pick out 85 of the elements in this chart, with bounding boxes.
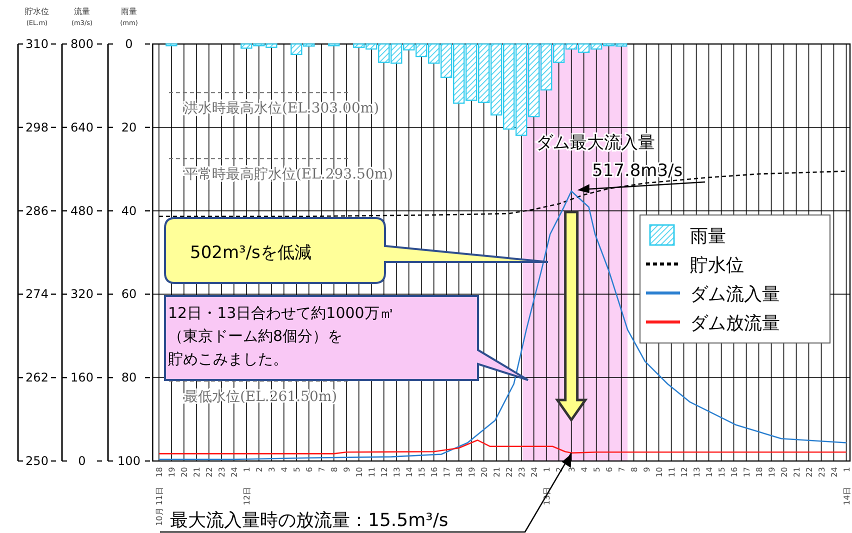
- x-tick-label: 24: [530, 467, 539, 478]
- x-tick-label: 1: [542, 467, 552, 472]
- x-tick-label: 11: [367, 467, 376, 478]
- x-tick-label: 7: [317, 467, 326, 472]
- x-tick-label: 20: [180, 467, 189, 478]
- annotation: 502m³/sを低減: [190, 243, 312, 263]
- y-tick-label: 800: [70, 37, 94, 51]
- x-tick-label: 20: [780, 467, 789, 478]
- y-tick-label: 160: [70, 370, 94, 385]
- x-tick-label: 11: [667, 467, 676, 478]
- x-tick-label: 22: [504, 467, 514, 478]
- x-tick-label: 2: [254, 467, 264, 472]
- x-tick-label: 22: [804, 467, 814, 478]
- annotation: 最大流入量時の放流量：15.5m³/s: [170, 510, 448, 531]
- y-tick-label: 480: [70, 204, 94, 218]
- x-tick-label: 9: [342, 467, 352, 472]
- annotation: （東京ドーム約8個分）を: [168, 327, 343, 345]
- x-tick-label: 6: [304, 467, 314, 472]
- x-tick-label: 16: [730, 467, 739, 478]
- x-tick-label: 14: [704, 467, 714, 478]
- x-tick-label: 15: [717, 467, 726, 478]
- y3-tick-label: 100: [118, 454, 140, 468]
- annotation: 貯めこみました。: [168, 350, 288, 368]
- y2-tick-label: 286: [26, 204, 48, 218]
- x-tick-label: 19: [467, 467, 476, 478]
- legend-label: 貯水位: [690, 255, 744, 276]
- x-tick-label: 13: [692, 467, 702, 478]
- x-tick-label: 4: [580, 467, 589, 472]
- y3-tick-label: 60: [121, 287, 137, 302]
- y2-tick-label: 274: [26, 287, 48, 302]
- x-tick-label: 13: [392, 467, 402, 478]
- x-tick-label: 21: [792, 467, 802, 478]
- x-tick-label: 21: [192, 467, 202, 478]
- x-tick-label: 9: [642, 467, 652, 472]
- x-tick-label: 14: [404, 467, 414, 478]
- x-tick-label: 16: [430, 467, 439, 478]
- y3-tick-label: 40: [121, 204, 137, 218]
- x-tick-label: 1: [242, 467, 252, 472]
- x-tick-label: 17: [442, 467, 452, 478]
- text: 10月 11日: [154, 487, 164, 526]
- x-tick-label: 19: [167, 467, 176, 478]
- y-tick-label: 0: [78, 454, 86, 468]
- y2-tick-label: 298: [26, 120, 48, 134]
- legend-label: ダム放流量: [690, 313, 780, 334]
- y3-tick-label: 0: [125, 37, 133, 51]
- x-tick-label: 7: [617, 467, 626, 472]
- x-tick-label: 20: [480, 467, 489, 478]
- y2-tick-label: 250: [26, 454, 48, 468]
- x-tick-label: 8: [330, 467, 339, 472]
- x-tick-label: 12: [380, 467, 389, 478]
- y-tick-label: 320: [70, 287, 94, 302]
- x-tick-label: 18: [154, 467, 164, 478]
- x-tick-label: 10: [354, 467, 364, 478]
- x-tick-label: 6: [604, 467, 614, 472]
- y3-tick-label: 20: [121, 120, 137, 134]
- x-tick-label: 21: [492, 467, 502, 478]
- x-tick-label: 19: [767, 467, 776, 478]
- x-tick-label: 17: [742, 467, 752, 478]
- x-tick-label: 5: [292, 467, 302, 472]
- x-tick-label: 18: [754, 467, 764, 478]
- text: 14日: [842, 487, 852, 506]
- y2-tick-label: 262: [26, 370, 48, 385]
- x-tick-label: 3: [267, 467, 276, 472]
- x-tick-label: 18: [454, 467, 464, 478]
- x-tick-label: 8: [630, 467, 639, 472]
- y-tick-label: 640: [70, 120, 94, 134]
- x-tick-label: 3: [567, 467, 576, 472]
- x-tick-label: 10: [654, 467, 664, 478]
- x-tick-label: 12: [680, 467, 689, 478]
- x-tick-label: 22: [204, 467, 214, 478]
- annotation: 12日・13日合わせて約1000万㎥: [168, 304, 394, 322]
- x-tick-label: 23: [217, 467, 226, 478]
- x-tick-label: 24: [230, 467, 239, 478]
- legend-label: 雨量: [690, 226, 726, 247]
- x-tick-label: 1: [842, 467, 852, 472]
- x-tick-label: 23: [817, 467, 826, 478]
- x-tick-label: 24: [830, 467, 839, 478]
- legend-label: ダム流入量: [690, 284, 780, 305]
- y3-tick-label: 80: [121, 370, 137, 385]
- x-tick-label: 15: [417, 467, 426, 478]
- x-tick-label: 23: [517, 467, 526, 478]
- x-tick-label: 5: [592, 467, 602, 472]
- x-tick-label: 4: [280, 467, 289, 472]
- y2-tick-label: 310: [26, 37, 48, 51]
- text: 12日: [242, 487, 252, 506]
